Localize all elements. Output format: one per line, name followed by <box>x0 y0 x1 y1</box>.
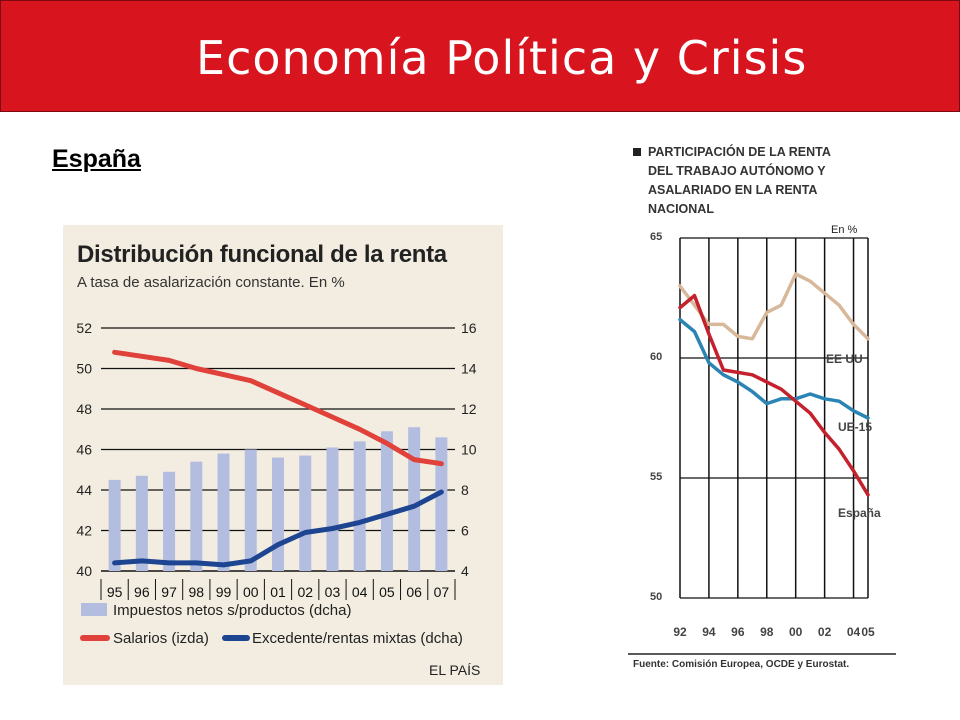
y-tick-label: 65 <box>650 231 662 243</box>
bar <box>244 449 257 571</box>
slide-title: Economía Política y Crisis <box>196 31 808 85</box>
chart-distribucion-svg: 52 50 48 46 44 42 40 16 14 12 10 8 6 4 95 96 97 98 99 00 01 0… <box>76 320 477 647</box>
category-label: 00 <box>243 584 259 600</box>
right-tick-label: 4 <box>461 563 469 579</box>
legend-label: Impuestos netos s/productos (dcha) <box>113 602 351 619</box>
right-tick-label: 10 <box>461 442 477 458</box>
bar <box>217 453 230 571</box>
series-label-espana: España <box>838 506 881 520</box>
category-label: 04 <box>352 584 368 600</box>
legend-label: Salarios (izda) <box>113 630 209 647</box>
chart-title-line: PARTICIPACIÓN DE LA RENTA <box>648 144 831 159</box>
left-tick-label: 40 <box>76 563 92 579</box>
unit-label: En % <box>831 224 858 236</box>
bar <box>190 461 203 571</box>
y-tick-label: 50 <box>650 591 662 603</box>
excedente-line <box>112 489 444 568</box>
x-tick-label: 02 <box>818 625 832 639</box>
series-label-eeuu: EE UU <box>826 352 863 366</box>
category-label: 02 <box>297 584 313 600</box>
chart-source: Fuente: Comisión Europea, OCDE y Eurosta… <box>633 659 849 670</box>
slide-subtitle: España <box>52 145 141 173</box>
bar <box>353 441 366 571</box>
chart-title: Distribución funcional de la renta <box>77 241 447 268</box>
title-bullet <box>633 148 641 156</box>
right-tick-label: 12 <box>461 401 477 417</box>
category-label: 96 <box>134 584 150 600</box>
bar <box>435 437 448 571</box>
category-label: 05 <box>379 584 395 600</box>
category-label: 03 <box>325 584 341 600</box>
category-label: 99 <box>216 584 232 600</box>
x-tick-label: 04 <box>847 625 861 639</box>
chart-title-line: ASALARIADO EN LA RENTA <box>648 183 817 197</box>
left-tick-label: 42 <box>76 523 92 539</box>
category-label: 07 <box>434 584 450 600</box>
x-tick-label: 05 <box>861 625 875 639</box>
bar <box>408 427 421 571</box>
category-label: 06 <box>406 584 422 600</box>
salarios-line <box>112 349 444 467</box>
bar <box>108 479 121 571</box>
left-tick-label: 44 <box>76 482 92 498</box>
left-tick-label: 48 <box>76 401 92 417</box>
left-tick-label: 52 <box>76 320 92 336</box>
x-tick-label: 94 <box>702 625 716 639</box>
category-label: 97 <box>161 584 177 600</box>
x-tick-label: 98 <box>760 625 774 639</box>
x-tick-label: 92 <box>673 625 687 639</box>
chart-title-line: DEL TRABAJO AUTÓNOMO Y <box>648 163 826 178</box>
category-label: 01 <box>270 584 286 600</box>
category-label: 98 <box>189 584 205 600</box>
x-tick-label: 96 <box>731 625 745 639</box>
chart-title-line: NACIONAL <box>648 202 714 216</box>
slide-header: Economía Política y Crisis <box>0 0 960 112</box>
legend-label: Excedente/rentas mixtas (dcha) <box>252 630 463 647</box>
left-tick-label: 46 <box>76 442 92 458</box>
y-tick-label: 55 <box>650 471 662 483</box>
bar <box>326 447 339 571</box>
left-tick-label: 50 <box>76 361 92 377</box>
right-tick-label: 6 <box>461 523 469 539</box>
series-line-2 <box>678 293 870 497</box>
bar <box>163 471 176 571</box>
legend-swatch-impuestos <box>81 603 107 616</box>
right-tick-label: 14 <box>461 361 477 377</box>
right-tick-label: 16 <box>461 320 477 336</box>
chart-distribucion-panel: Distribución funcional de la renta A tas… <box>63 225 503 685</box>
x-tick-label: 00 <box>789 625 803 639</box>
chart-subtitle: A tasa de asalarización constante. En % <box>77 274 345 291</box>
bar <box>380 431 393 571</box>
chart-source: EL PAÍS <box>429 662 481 678</box>
series-label-ue15: UE-15 <box>838 420 872 434</box>
series-line-1 <box>678 317 870 420</box>
right-tick-label: 8 <box>461 482 469 498</box>
category-label: 95 <box>107 584 123 600</box>
series-line-0 <box>678 272 870 341</box>
bar <box>299 455 312 571</box>
bar <box>135 475 148 571</box>
y-tick-label: 60 <box>650 351 662 363</box>
